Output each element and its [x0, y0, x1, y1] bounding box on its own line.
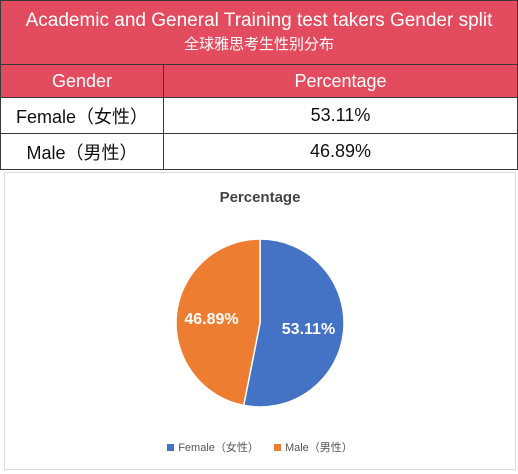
chart-legend: Female（女性） Male（男性） — [5, 439, 515, 455]
table-title-block: Academic and General Training test taker… — [0, 0, 518, 65]
table-subtitle: 全球雅思考生性别分布 — [183, 35, 334, 53]
table-header-row: Gender Percentage — [0, 64, 518, 97]
table-row-male: Male（男性） 46.89% — [0, 133, 518, 170]
pie-chart: 53.11% 46.89% — [175, 238, 345, 408]
cell-gender-male: Male（男性） — [1, 134, 164, 169]
data-label-female: 53.11% — [282, 321, 335, 338]
legend-swatch-female — [167, 443, 175, 451]
header-percentage: Percentage — [294, 70, 387, 91]
header-gender: Gender — [1, 65, 164, 97]
legend-swatch-male — [273, 443, 281, 451]
table-row-female: Female（女性） 53.11% — [0, 97, 518, 133]
cell-percentage-female: 53.11% — [310, 105, 371, 125]
legend-label-male: Male（男性） — [284, 442, 353, 454]
data-label-male: 46.89% — [184, 311, 238, 328]
table-title: Academic and General Training test taker… — [25, 10, 493, 31]
pie-slice-female — [242, 238, 345, 408]
pie-chart-area: Percentage 53.11% 46.89% Female（女性） Male（… — [4, 172, 516, 470]
legend-label-female: Female（女性） — [178, 442, 259, 454]
legend-item-female: Female（女性） — [167, 439, 259, 455]
legend-item-male: Male（男性） — [273, 439, 353, 455]
chart-title: Percentage — [219, 189, 301, 206]
cell-gender-female: Female（女性） — [1, 98, 164, 133]
cell-percentage-male: 46.89% — [309, 141, 372, 161]
pie-slice-male — [175, 238, 261, 407]
